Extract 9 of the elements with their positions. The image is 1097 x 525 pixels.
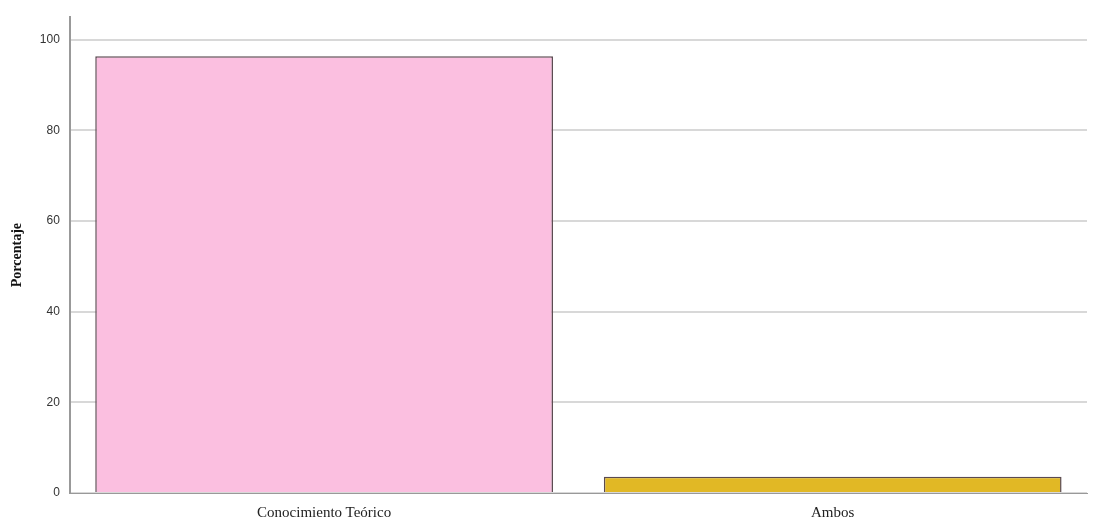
y-axis-title: Porcentaje (9, 222, 25, 288)
x-tick-label: Ambos (811, 503, 855, 520)
y-tick-label: 100 (39, 32, 61, 47)
y-tick-label: 20 (46, 394, 61, 409)
x-tick-label: Conocimiento Teórico (257, 503, 392, 520)
y-tick-label: 40 (46, 304, 61, 319)
y-tick-label: 60 (46, 213, 61, 228)
y-tick-label: 80 (46, 122, 61, 137)
y-tick-label: 0 (53, 485, 61, 500)
